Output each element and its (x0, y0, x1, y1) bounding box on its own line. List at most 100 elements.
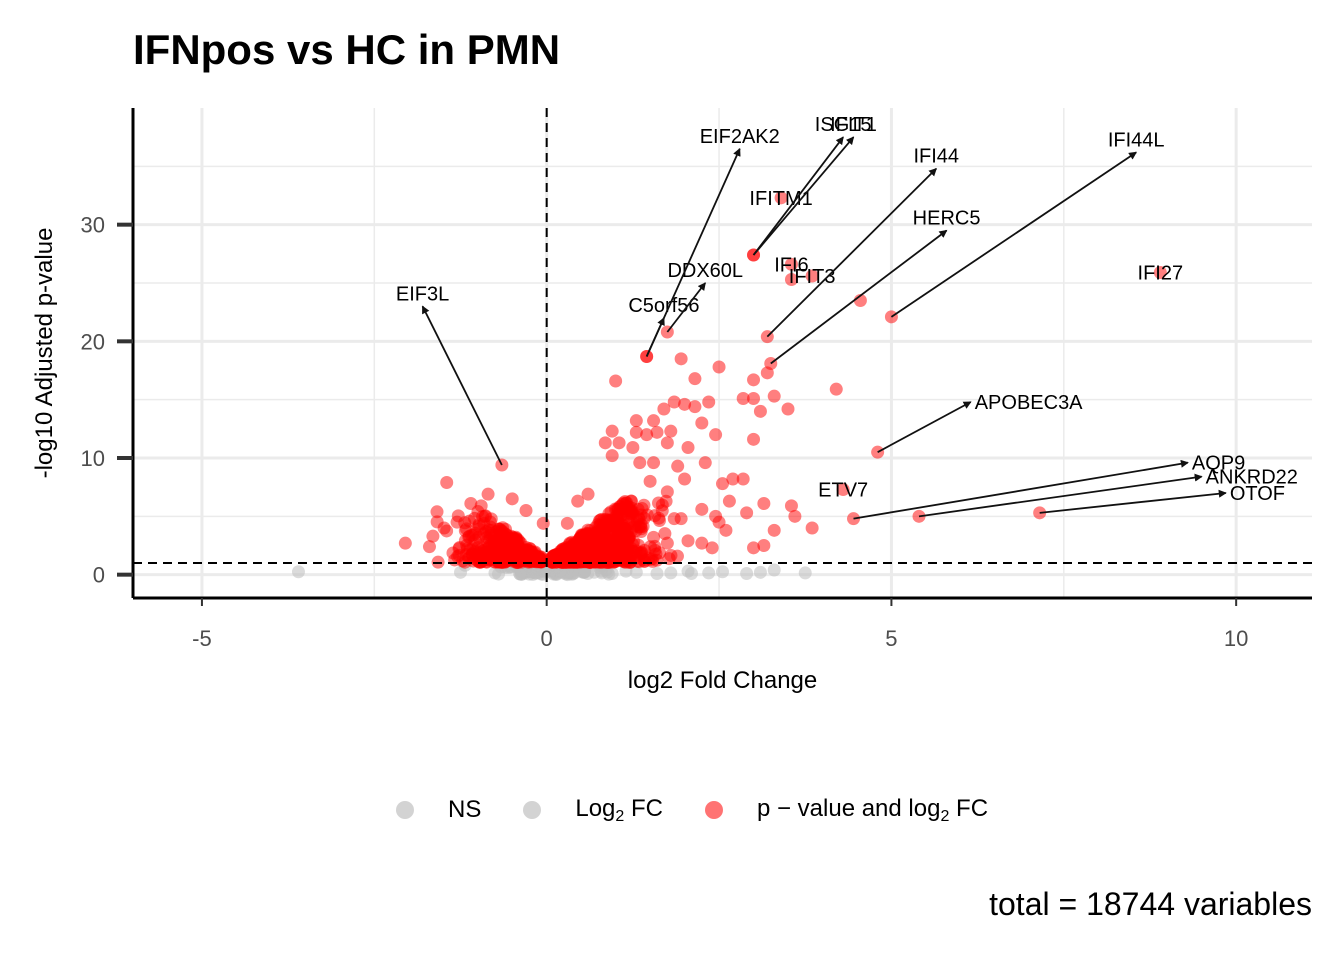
point-significant (426, 529, 440, 543)
gene-connector (645, 147, 741, 357)
x-tick-label: 5 (885, 626, 897, 651)
point-significant (716, 477, 729, 491)
gene-label: AQP9 (1192, 453, 1245, 475)
point-significant (722, 494, 736, 508)
point-significant (479, 545, 493, 559)
point-significant (598, 436, 612, 450)
point-significant (767, 389, 781, 403)
point-significant (657, 402, 671, 416)
point-significant (591, 517, 605, 531)
point-significant (578, 555, 592, 569)
point-significant (491, 536, 505, 550)
point-significant (671, 459, 685, 473)
point-ns (454, 565, 467, 579)
point-ns (798, 566, 812, 580)
point-significant (497, 526, 511, 540)
point-significant (501, 545, 515, 559)
gene-connector (766, 167, 937, 338)
point-significant (512, 546, 526, 560)
point-significant (695, 416, 709, 430)
point-significant (523, 542, 537, 556)
gene-annotations: EIF3LC5orf56DDX60LEIF2AK2IFITM1ISG15IFIT… (396, 114, 1298, 520)
point-significant (633, 456, 647, 470)
point-ns (753, 565, 767, 579)
point-ns (567, 566, 581, 580)
point-significant (660, 536, 674, 550)
y-tick-label: 0 (93, 563, 105, 588)
point-significant (705, 541, 719, 555)
point-significant (740, 506, 754, 520)
point-significant (578, 528, 592, 542)
point-significant (784, 499, 798, 513)
gene-connector (421, 305, 503, 466)
point-significant (440, 524, 454, 538)
gene-label: IFIT1 (830, 114, 877, 136)
point-significant (702, 395, 716, 409)
gene-label: IFIT3 (789, 266, 836, 288)
point-ns (605, 567, 619, 580)
point-ns (716, 565, 729, 579)
caption: total = 18744 variables (989, 886, 1312, 922)
point-significant (757, 497, 771, 510)
gene-label: IFI44L (1108, 129, 1165, 151)
legend-pvalue-log2fc-label: p − value and log2 FC (756, 794, 989, 825)
point-significant (695, 502, 709, 516)
point-labeled-gene (805, 269, 819, 283)
point-ns (767, 563, 781, 577)
gene-label: IFITM1 (749, 188, 812, 210)
gene-connector (890, 151, 1138, 318)
point-significant (464, 497, 478, 510)
point-significant (605, 449, 619, 463)
gene-label: C5orf56 (628, 295, 699, 317)
point-significant (670, 549, 684, 563)
point-significant (534, 551, 548, 565)
point-significant (481, 487, 495, 501)
point-ns (664, 566, 678, 580)
point-significant (688, 372, 702, 386)
gene-connector (666, 282, 706, 333)
point-significant (674, 352, 688, 366)
point-ns (684, 567, 698, 580)
legend-pvalue-log2fc-swatch (704, 801, 723, 819)
point-significant (681, 441, 695, 454)
point-significant (547, 549, 561, 563)
legend-item-log2fc: Log2 FC (523, 795, 663, 826)
point-significant (643, 474, 657, 488)
axes: -5 0 5 10 0 10 20 30 log2 Fold Change -log10 Adju… (31, 108, 1312, 694)
point-significant (736, 392, 750, 405)
gene-label: IFI6 (774, 254, 808, 276)
chart-title: IFNpos vs HC in PMN (133, 26, 561, 73)
point-significant (629, 425, 643, 439)
legend: NS Log2 FC p − value and log2 FC (396, 790, 1030, 830)
x-tick-label: -5 (192, 626, 212, 651)
gene-connector (853, 459, 1189, 520)
point-significant (612, 436, 626, 450)
point-significant (628, 551, 642, 565)
x-tick-label: 10 (1224, 626, 1248, 651)
point-labeled-gene (784, 257, 798, 271)
point-ns (488, 566, 502, 580)
point-significant (678, 472, 692, 486)
point-significant (678, 397, 692, 411)
point-significant (753, 404, 767, 418)
point-significant (626, 441, 640, 454)
gene-label: ISG15 (815, 114, 872, 136)
point-labeled-gene (774, 191, 788, 205)
point-significant (647, 414, 661, 428)
point-significant (726, 472, 740, 486)
gene-connector (752, 136, 855, 256)
point-significant (519, 504, 533, 517)
point-significant (610, 512, 624, 526)
point-significant (624, 501, 638, 515)
point-significant (629, 414, 643, 428)
point-labeled-gene (1153, 266, 1167, 279)
point-significant (660, 485, 674, 499)
point-significant (695, 536, 709, 550)
threshold-lines (133, 108, 1312, 598)
y-tick-label: 20 (81, 329, 105, 354)
legend-ns-label: NS (448, 796, 482, 823)
point-significant (624, 524, 638, 538)
point-significant (440, 476, 454, 489)
point-significant (788, 509, 802, 523)
